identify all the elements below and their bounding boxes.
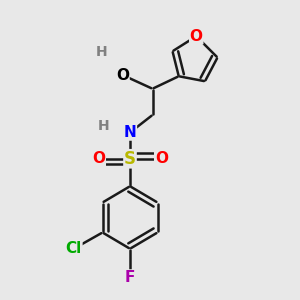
Text: O: O [155, 151, 168, 166]
Text: H: H [95, 46, 107, 59]
Text: O: O [116, 68, 129, 82]
Text: N: N [124, 125, 136, 140]
Text: O: O [92, 151, 105, 166]
Text: Cl: Cl [66, 241, 82, 256]
Text: F: F [125, 270, 135, 285]
Text: O: O [190, 29, 203, 44]
Text: H: H [98, 119, 109, 133]
Text: S: S [124, 150, 136, 168]
